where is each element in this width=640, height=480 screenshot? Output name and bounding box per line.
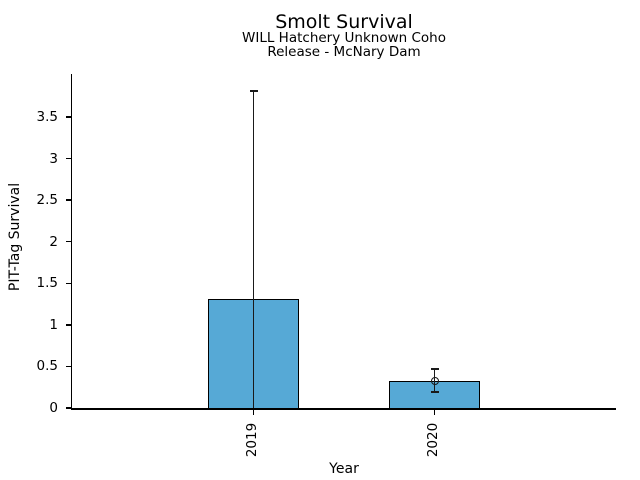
x-tick-label: 2020 [424,422,441,458]
y-tick [65,407,71,409]
y-tick [65,116,71,118]
y-tick [65,282,71,285]
y-tick-label: 0.5 [36,358,58,375]
chart-subtitle-line-2: Release - McNary Dam [267,44,421,60]
x-axis-label: Year [329,461,359,477]
x-axis-spine [70,408,616,410]
error-bar-cap-top [249,90,258,92]
x-tick-label: 2019 [243,422,260,458]
y-tick-label: 3 [49,150,58,167]
y-tick-label: 2.5 [36,192,58,209]
y-tick-label: 0 [49,400,58,416]
y-tick [65,199,71,201]
y-tick-label: 1.5 [36,275,58,292]
y-tick [65,240,71,243]
y-tick [65,365,71,368]
y-tick-label: 1 [49,316,58,333]
point-estimate-marker [430,376,439,385]
y-tick [65,157,71,160]
chart-title: Smolt Survival [275,11,413,33]
x-tick [252,409,255,415]
error-bar-cap-top [430,368,439,370]
error-bar-cap-bottom [430,391,439,393]
y-tick [65,324,71,326]
y-tick-label: 3.5 [36,109,58,125]
x-tick [433,409,436,415]
error-bar-line [252,91,255,408]
y-tick-label: 2 [49,233,58,250]
y-axis-spine [70,74,72,410]
chart-subtitle-line-1: WILL Hatchery Unknown Coho [242,30,446,46]
